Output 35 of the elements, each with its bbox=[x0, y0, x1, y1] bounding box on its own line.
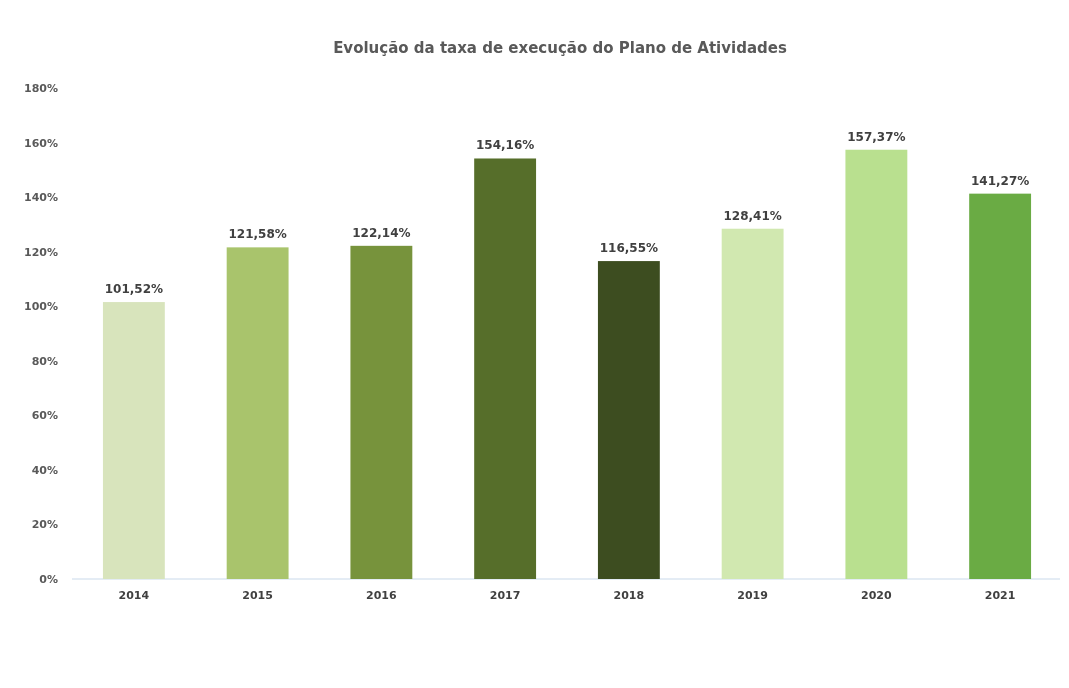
data-label: 101,52% bbox=[104, 282, 164, 297]
bar bbox=[102, 302, 165, 579]
y-tick-label: 180% bbox=[24, 82, 58, 96]
data-label: 154,16% bbox=[475, 138, 535, 153]
data-label: 128,41% bbox=[723, 208, 782, 223]
y-tick-label: 80% bbox=[31, 354, 58, 368]
x-tick-label: 2014 bbox=[118, 588, 150, 602]
bar bbox=[474, 158, 537, 579]
data-label: 122,14% bbox=[352, 225, 411, 240]
bar bbox=[597, 261, 660, 579]
data-label: 121,58% bbox=[228, 227, 287, 242]
y-tick-label: 40% bbox=[31, 463, 58, 477]
bar bbox=[721, 228, 784, 579]
x-tick-label: 2021 bbox=[984, 588, 1016, 602]
bar bbox=[969, 193, 1032, 579]
x-tick-label: 2016 bbox=[366, 588, 398, 602]
y-tick-label: 20% bbox=[31, 518, 58, 532]
data-label: 157,37% bbox=[847, 129, 906, 144]
x-tick-label: 2019 bbox=[737, 588, 768, 602]
x-tick-label: 2017 bbox=[489, 588, 521, 602]
y-tick-label: 120% bbox=[24, 245, 58, 259]
y-tick-label: 160% bbox=[24, 136, 58, 150]
chart-title: Evolução da taxa de execução do Plano de Atividades bbox=[333, 39, 787, 57]
bar bbox=[845, 149, 908, 579]
y-tick-label: 100% bbox=[24, 300, 58, 314]
y-tick-label: 140% bbox=[24, 191, 58, 205]
x-tick-label: 2020 bbox=[861, 588, 893, 602]
x-tick-label: 2018 bbox=[613, 588, 645, 602]
x-tick-label: 2015 bbox=[242, 588, 273, 602]
y-tick-label: 0% bbox=[39, 573, 58, 587]
data-label: 116,55% bbox=[599, 241, 659, 256]
data-label: 141,27% bbox=[970, 173, 1030, 188]
bar bbox=[226, 247, 289, 579]
bar bbox=[350, 245, 413, 579]
y-tick-label: 60% bbox=[31, 409, 58, 423]
